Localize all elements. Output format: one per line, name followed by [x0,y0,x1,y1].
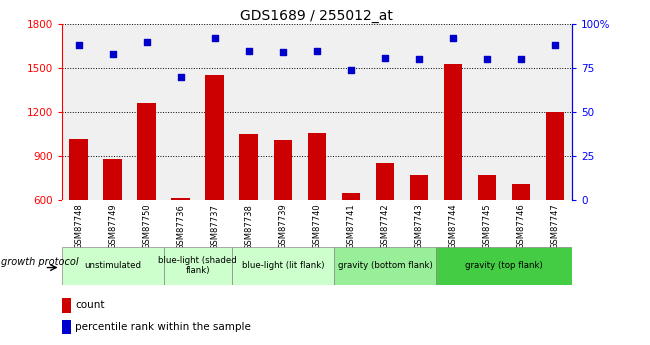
Point [73,42,84,48]
Point [312,48,322,53]
Text: blue-light (lit flank): blue-light (lit flank) [242,261,324,270]
Text: GSM87746: GSM87746 [517,204,525,249]
Point [346,67,356,73]
Bar [410,175,428,200]
Text: GSM87736: GSM87736 [176,204,185,249]
Point [278,50,288,55]
Bar [62,247,164,285]
Point [515,57,526,62]
Point [380,55,390,60]
Bar [103,159,122,200]
Text: percentile rank within the sample: percentile rank within the sample [75,322,251,332]
Bar [172,198,190,200]
Bar [478,175,497,200]
Title: GDS1689 / 255012_at: GDS1689 / 255012_at [240,9,393,23]
Text: GSM87743: GSM87743 [415,204,423,249]
Point [107,51,118,57]
Bar [232,247,334,285]
Text: count: count [75,300,105,310]
Bar [62,320,71,334]
Bar [137,104,156,200]
Text: gravity (top flank): gravity (top flank) [465,261,543,270]
Text: unstimulated: unstimulated [84,261,141,270]
Bar [443,64,462,200]
Point [448,36,458,41]
Point [482,57,492,62]
Bar [341,193,360,200]
Bar [164,247,232,285]
Point [244,48,254,53]
Bar [62,298,71,313]
Text: gravity (bottom flank): gravity (bottom flank) [337,261,432,270]
Text: GSM87750: GSM87750 [142,204,151,249]
Point [176,74,186,80]
Text: GSM87738: GSM87738 [244,204,254,249]
Bar [512,184,530,200]
Point [413,57,424,62]
Bar [545,112,564,200]
Text: GSM87739: GSM87739 [278,204,287,249]
Text: blue-light (shaded
flank): blue-light (shaded flank) [159,256,237,275]
Point [550,42,560,48]
Bar [307,132,326,200]
Point [142,39,152,45]
Bar [274,140,292,200]
Text: GSM87748: GSM87748 [74,204,83,249]
Text: GSM87744: GSM87744 [448,204,458,249]
Text: GSM87749: GSM87749 [109,204,117,249]
Text: GSM87747: GSM87747 [551,204,560,249]
Bar [70,139,88,200]
Bar [376,163,395,200]
Text: GSM87741: GSM87741 [346,204,356,249]
Text: GSM87742: GSM87742 [380,204,389,249]
Text: GSM87737: GSM87737 [211,204,219,249]
Point [209,36,220,41]
Bar [205,76,224,200]
Text: GSM87745: GSM87745 [482,204,491,249]
Text: growth protocol: growth protocol [1,257,79,267]
Bar [239,134,258,200]
Bar [334,247,436,285]
Text: GSM87740: GSM87740 [313,204,321,249]
Bar [436,247,572,285]
